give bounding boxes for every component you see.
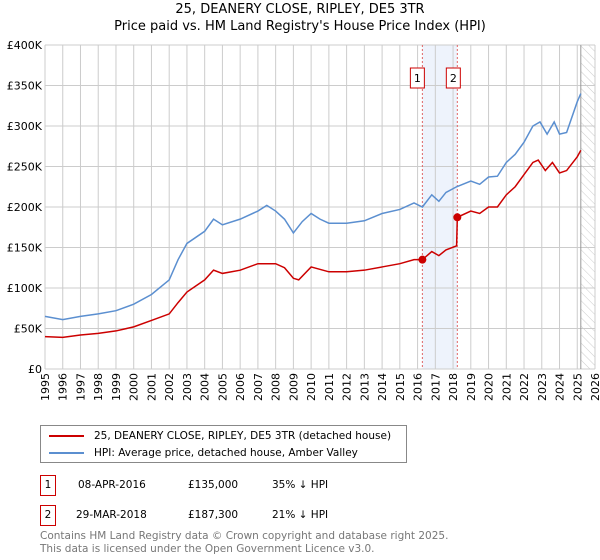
- x-tick-label: 2011: [323, 373, 336, 401]
- transaction-badge: 2: [40, 505, 56, 526]
- x-tick-label: 2003: [181, 373, 194, 401]
- y-tick-label: £300K: [7, 120, 43, 133]
- y-tick-label: £50K: [14, 323, 43, 336]
- sale-marker-box: [409, 67, 425, 89]
- x-tick-label: 1999: [110, 373, 123, 401]
- price-paid-line: [44, 149, 582, 339]
- price-chart: 1995 1996 1997 1998 1999 2000 2001 2002 2003 2004…: [7, 39, 600, 401]
- transaction-price: £135,000: [188, 479, 239, 491]
- y-tick-label: £400K: [7, 39, 43, 52]
- x-tick-label: 2021: [500, 373, 513, 401]
- x-tick-label: 2017: [429, 373, 442, 401]
- x-tick-label: 1997: [74, 373, 87, 401]
- transaction-badge: 1: [40, 475, 56, 496]
- hpi-line: [44, 93, 582, 321]
- x-tick-label: 2008: [270, 373, 283, 401]
- sale-marker-box: [445, 67, 461, 89]
- x-tick-label: 2010: [305, 373, 318, 401]
- sale-point: [453, 213, 462, 222]
- y-tick-label: £150K: [7, 242, 43, 255]
- x-tick-label: 1998: [92, 373, 105, 401]
- chart-subtitle: Price paid vs. HM Land Registry's House …: [114, 19, 486, 34]
- transaction-date: 08-APR-2016: [78, 479, 146, 491]
- x-tick-label: 2012: [341, 373, 354, 401]
- y-tick-label: £350K: [7, 80, 43, 93]
- sale-marker-label: 1: [414, 72, 421, 85]
- x-tick-label: 2014: [376, 373, 389, 401]
- x-tick-label: 2025: [571, 373, 584, 401]
- x-tick-label: 2016: [412, 373, 425, 401]
- x-tick-label: 2005: [216, 373, 229, 401]
- x-tick-label: 2006: [234, 373, 247, 401]
- x-tick-label: 2026: [589, 373, 600, 401]
- x-tick-label: 2001: [145, 373, 158, 401]
- x-tick-label: 2007: [252, 373, 265, 401]
- footer-licence: This data is licensed under the Open Gov…: [40, 543, 375, 555]
- x-tick-label: 2000: [128, 373, 141, 401]
- x-tick-label: 2024: [554, 373, 567, 401]
- transaction-hpi: 35% ↓ HPI: [272, 479, 329, 491]
- legend-swatch-red: [49, 435, 84, 437]
- x-tick-label: 2015: [394, 373, 407, 401]
- legend-label: HPI: Average price, detached house, Ambe…: [94, 447, 358, 459]
- transaction-price: £187,300: [188, 509, 239, 521]
- legend-label: 25, DEANERY CLOSE, RIPLEY, DE5 3TR (deta…: [94, 430, 392, 442]
- legend: 25, DEANERY CLOSE, RIPLEY, DE5 3TR (deta…: [40, 425, 407, 463]
- x-tick-label: 1995: [39, 373, 52, 401]
- y-tick-label: £0: [28, 363, 42, 376]
- y-tick-label: £200K: [7, 201, 43, 214]
- legend-item-property: 25, DEANERY CLOSE, RIPLEY, DE5 3TR (deta…: [49, 430, 391, 442]
- x-tick-label: 2018: [447, 373, 460, 401]
- x-tick-label: 2002: [163, 373, 176, 401]
- legend-swatch-blue: [49, 452, 84, 454]
- x-tick-label: 2020: [483, 373, 496, 401]
- x-tick-label: 2009: [287, 373, 300, 401]
- x-tick-label: 2023: [536, 373, 549, 401]
- x-tick-label: 2013: [358, 373, 371, 401]
- y-tick-label: £100K: [7, 282, 43, 295]
- sale-marker-label: 2: [450, 72, 457, 85]
- x-tick-label: 1996: [57, 373, 70, 401]
- transaction-date: 29-MAR-2018: [76, 509, 147, 521]
- x-tick-label: 2019: [465, 373, 478, 401]
- footer: Contains HM Land Registry data © Crown c…: [40, 530, 448, 556]
- transaction-hpi: 21% ↓ HPI: [272, 509, 329, 521]
- sale-point: [418, 255, 427, 264]
- legend-item-hpi: HPI: Average price, detached house, Ambe…: [49, 447, 358, 459]
- x-tick-label: 2022: [518, 373, 531, 401]
- chart-title: 25, DEANERY CLOSE, RIPLEY, DE5 3TR: [175, 2, 425, 17]
- y-tick-label: £250K: [7, 161, 43, 174]
- footer-copyright: Contains HM Land Registry data © Crown c…: [40, 530, 449, 542]
- x-tick-label: 2004: [199, 373, 212, 401]
